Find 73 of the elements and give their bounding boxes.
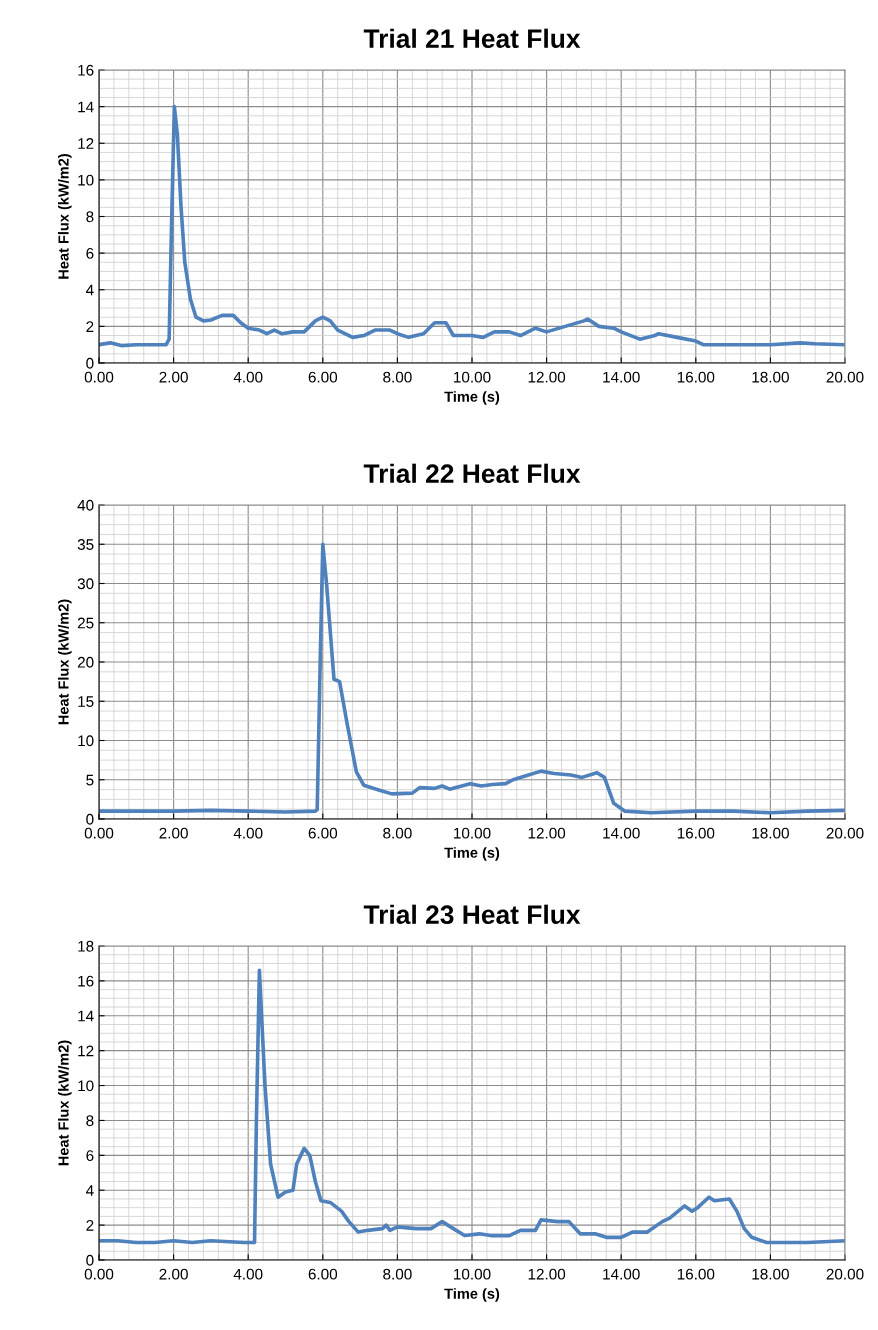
y-tick-label: 30	[77, 578, 94, 590]
y-tick-label: 10	[78, 174, 94, 186]
x-tick-label: 18.00	[752, 1268, 789, 1280]
x-tick-label: 10.00	[454, 371, 491, 383]
y-axis-title: Heat Flux (kW/m2)	[58, 1040, 72, 1166]
line-series	[99, 968, 845, 1245]
x-tick-label: 4.00	[233, 827, 263, 839]
y-tick-label: 5	[86, 774, 94, 786]
x-tick-label: 10.00	[454, 827, 491, 839]
y-tick-label: 8	[86, 1115, 94, 1127]
x-tick-label: 12.00	[528, 1268, 566, 1280]
y-tick-label: 15	[78, 696, 94, 707]
y-tick-label: 4	[85, 1185, 94, 1196]
y-tick-label: 18	[78, 940, 94, 952]
y-tick-label: 16	[78, 64, 94, 76]
x-tick-label: 2.00	[159, 1268, 188, 1280]
x-tick-label: 16.00	[677, 1268, 715, 1280]
line-series	[99, 542, 845, 815]
y-tick-label: 14	[78, 101, 94, 113]
y-tick-label: 14	[78, 1010, 94, 1022]
x-tick-label: 12.00	[528, 827, 566, 839]
x-tick-label: 4.00	[233, 371, 263, 383]
chart-title: Trial 21 Heat Flux	[363, 28, 581, 49]
x-tick-label: 6.00	[308, 827, 338, 839]
x-tick-label: 20.00	[826, 371, 864, 383]
x-tick-label: 0.00	[84, 371, 114, 383]
y-tick-label: 20	[77, 656, 94, 668]
x-tick-label: 14.00	[603, 371, 640, 383]
y-tick-label: 2	[86, 1219, 94, 1231]
x-tick-label: 20.00	[826, 827, 864, 839]
y-tick-label: 10	[78, 1080, 94, 1092]
x-tick-label: 18.00	[752, 371, 789, 383]
x-tick-label: 12.00	[528, 371, 566, 383]
x-axis-title: Time (s)	[444, 847, 500, 861]
x-tick-label: 10.00	[454, 1268, 491, 1280]
y-tick-label: 25	[77, 617, 94, 629]
x-tick-label: 0.00	[84, 827, 114, 839]
x-axis-title: Time (s)	[444, 1288, 500, 1302]
chart-title: Trial 22 Heat Flux	[363, 463, 581, 484]
x-tick-label: 16.00	[677, 371, 715, 383]
y-tick-label: 4	[85, 284, 94, 296]
y-tick-label: 8	[86, 211, 94, 223]
x-tick-label: 8.00	[383, 827, 412, 839]
y-tick-label: 35	[77, 539, 94, 550]
y-tick-label: 0	[86, 1254, 94, 1266]
x-tick-label: 2.00	[159, 827, 188, 839]
y-tick-label: 0	[86, 813, 94, 825]
x-tick-label: 4.00	[233, 1268, 263, 1280]
x-tick-label: 2.00	[159, 371, 188, 383]
y-tick-label: 40	[77, 499, 94, 511]
x-tick-label: 14.00	[603, 827, 640, 839]
line-series	[99, 104, 845, 348]
x-tick-label: 6.00	[308, 1268, 338, 1280]
x-tick-label: 0.00	[84, 1268, 114, 1280]
x-axis-title: Time (s)	[444, 391, 500, 405]
x-tick-label: 20.00	[826, 1268, 864, 1280]
y-tick-label: 12	[78, 1045, 94, 1057]
x-tick-label: 8.00	[383, 1268, 412, 1280]
y-tick-label: 6	[86, 247, 94, 259]
y-tick-label: 10	[78, 735, 94, 747]
x-tick-label: 14.00	[603, 1268, 640, 1280]
y-tick-label: 0	[86, 357, 94, 369]
y-tick-label: 12	[78, 138, 94, 149]
x-tick-label: 8.00	[383, 371, 412, 383]
y-axis-title: Heat Flux (kW/m2)	[58, 154, 72, 279]
chart-title: Trial 23 Heat Flux	[363, 904, 581, 925]
x-tick-label: 6.00	[308, 371, 338, 383]
x-tick-label: 18.00	[752, 827, 789, 839]
y-tick-label: 6	[86, 1150, 94, 1162]
y-axis-title: Heat Flux (kW/m2)	[58, 599, 72, 725]
y-tick-label: 16	[78, 975, 94, 987]
y-tick-label: 2	[86, 321, 94, 332]
x-tick-label: 16.00	[677, 827, 715, 839]
